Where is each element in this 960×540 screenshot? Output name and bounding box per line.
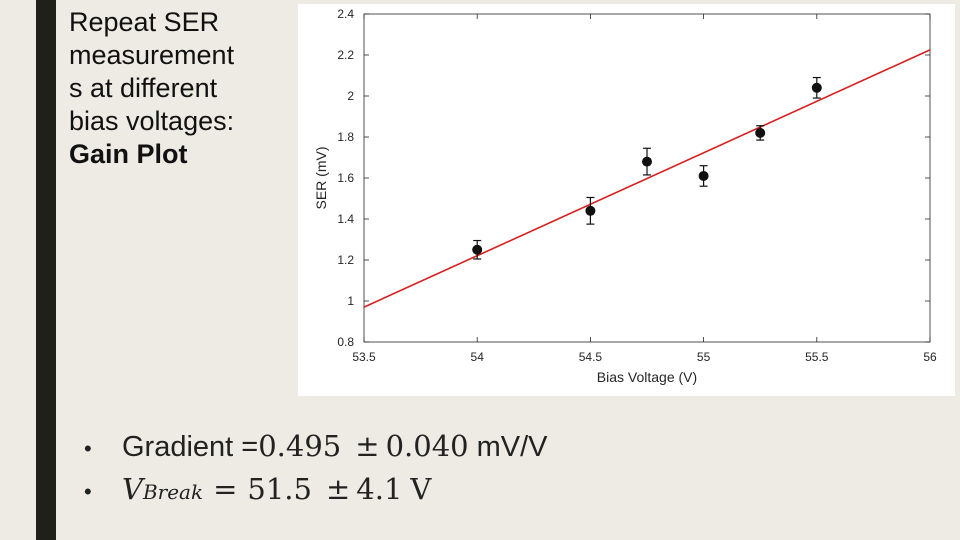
x-tick-label: 53.5 bbox=[352, 350, 376, 364]
y-tick-label: 2 bbox=[347, 89, 354, 103]
title-line-3: s at different bbox=[69, 73, 218, 103]
vbreak-pm: ± bbox=[325, 472, 351, 506]
data-point bbox=[642, 156, 652, 167]
x-tick-label: 54 bbox=[471, 350, 485, 364]
vbreak-equals: = bbox=[213, 472, 238, 506]
vbreak-bullet: • V Break = 51.5 ± 4.1 V bbox=[84, 469, 548, 512]
slide-title: Repeat SER measurement s at different bi… bbox=[69, 6, 289, 171]
data-point-group bbox=[472, 239, 483, 260]
gradient-unit: mV/V bbox=[476, 431, 548, 463]
gradient-value: 0.495 bbox=[258, 429, 342, 463]
data-point-group bbox=[585, 196, 596, 225]
data-point-group bbox=[755, 125, 766, 141]
x-axis-label: Bias Voltage (V) bbox=[597, 369, 697, 385]
data-point bbox=[811, 82, 822, 93]
y-tick-label: 1 bbox=[347, 294, 354, 308]
title-bold-line: Gain Plot bbox=[69, 139, 188, 169]
data-point bbox=[472, 244, 483, 255]
y-tick-label: 2.4 bbox=[337, 7, 354, 21]
vbreak-unit: V bbox=[410, 472, 432, 506]
y-tick-label: 1.4 bbox=[337, 212, 354, 226]
title-line-4: bias voltages: bbox=[69, 106, 235, 136]
title-line-1: Repeat SER bbox=[69, 7, 220, 37]
x-tick-label: 55 bbox=[697, 350, 711, 364]
y-axis-label: SER (mV) bbox=[313, 147, 329, 210]
accent-bar bbox=[36, 0, 56, 540]
x-tick-label: 56 bbox=[923, 350, 937, 364]
x-tick-label: 55.5 bbox=[805, 350, 829, 364]
fit-line bbox=[364, 49, 930, 308]
gain-plot: 53.5 54 54.5 55 55.5 56 0.8 1 1.2 1.4 1.6 1.8 2 2.2 2.… bbox=[313, 7, 937, 385]
chart-panel: 53.5 54 54.5 55 55.5 56 0.8 1 1.2 1.4 1.6 1.8 2 2.2 2.… bbox=[298, 4, 955, 396]
vbreak-value: 51.5 bbox=[247, 472, 312, 506]
y-tick-label: 1.6 bbox=[337, 171, 354, 185]
gradient-prefix: Gradient = bbox=[122, 431, 259, 463]
title-line-2: measurement bbox=[69, 40, 235, 70]
gradient-bullet: • Gradient = 0.495 ± 0.040 mV/V bbox=[84, 426, 548, 469]
y-tick-label: 1.2 bbox=[337, 253, 354, 267]
data-point bbox=[698, 170, 709, 181]
gradient-pm: ± bbox=[355, 429, 380, 463]
data-point bbox=[585, 205, 596, 216]
y-tick-label: 1.8 bbox=[337, 130, 354, 144]
data-point-group bbox=[811, 76, 822, 99]
gradient-error: 0.040 bbox=[385, 429, 469, 463]
vbreak-symbol: V bbox=[122, 472, 143, 506]
result-bullets: • Gradient = 0.495 ± 0.040 mV/V • V Brea… bbox=[84, 426, 548, 512]
x-tick-label: 54.5 bbox=[579, 350, 603, 364]
y-tick-label: 0.8 bbox=[337, 335, 354, 349]
data-point-group bbox=[642, 147, 652, 176]
y-tick-label: 2.2 bbox=[337, 48, 354, 62]
data-point-group bbox=[698, 165, 709, 187]
vbreak-error: 4.1 bbox=[356, 472, 403, 506]
vbreak-subscript: Break bbox=[142, 480, 204, 504]
bullet-dot-icon: • bbox=[84, 436, 92, 461]
bullet-dot-icon: • bbox=[84, 479, 92, 504]
data-point bbox=[755, 127, 766, 138]
